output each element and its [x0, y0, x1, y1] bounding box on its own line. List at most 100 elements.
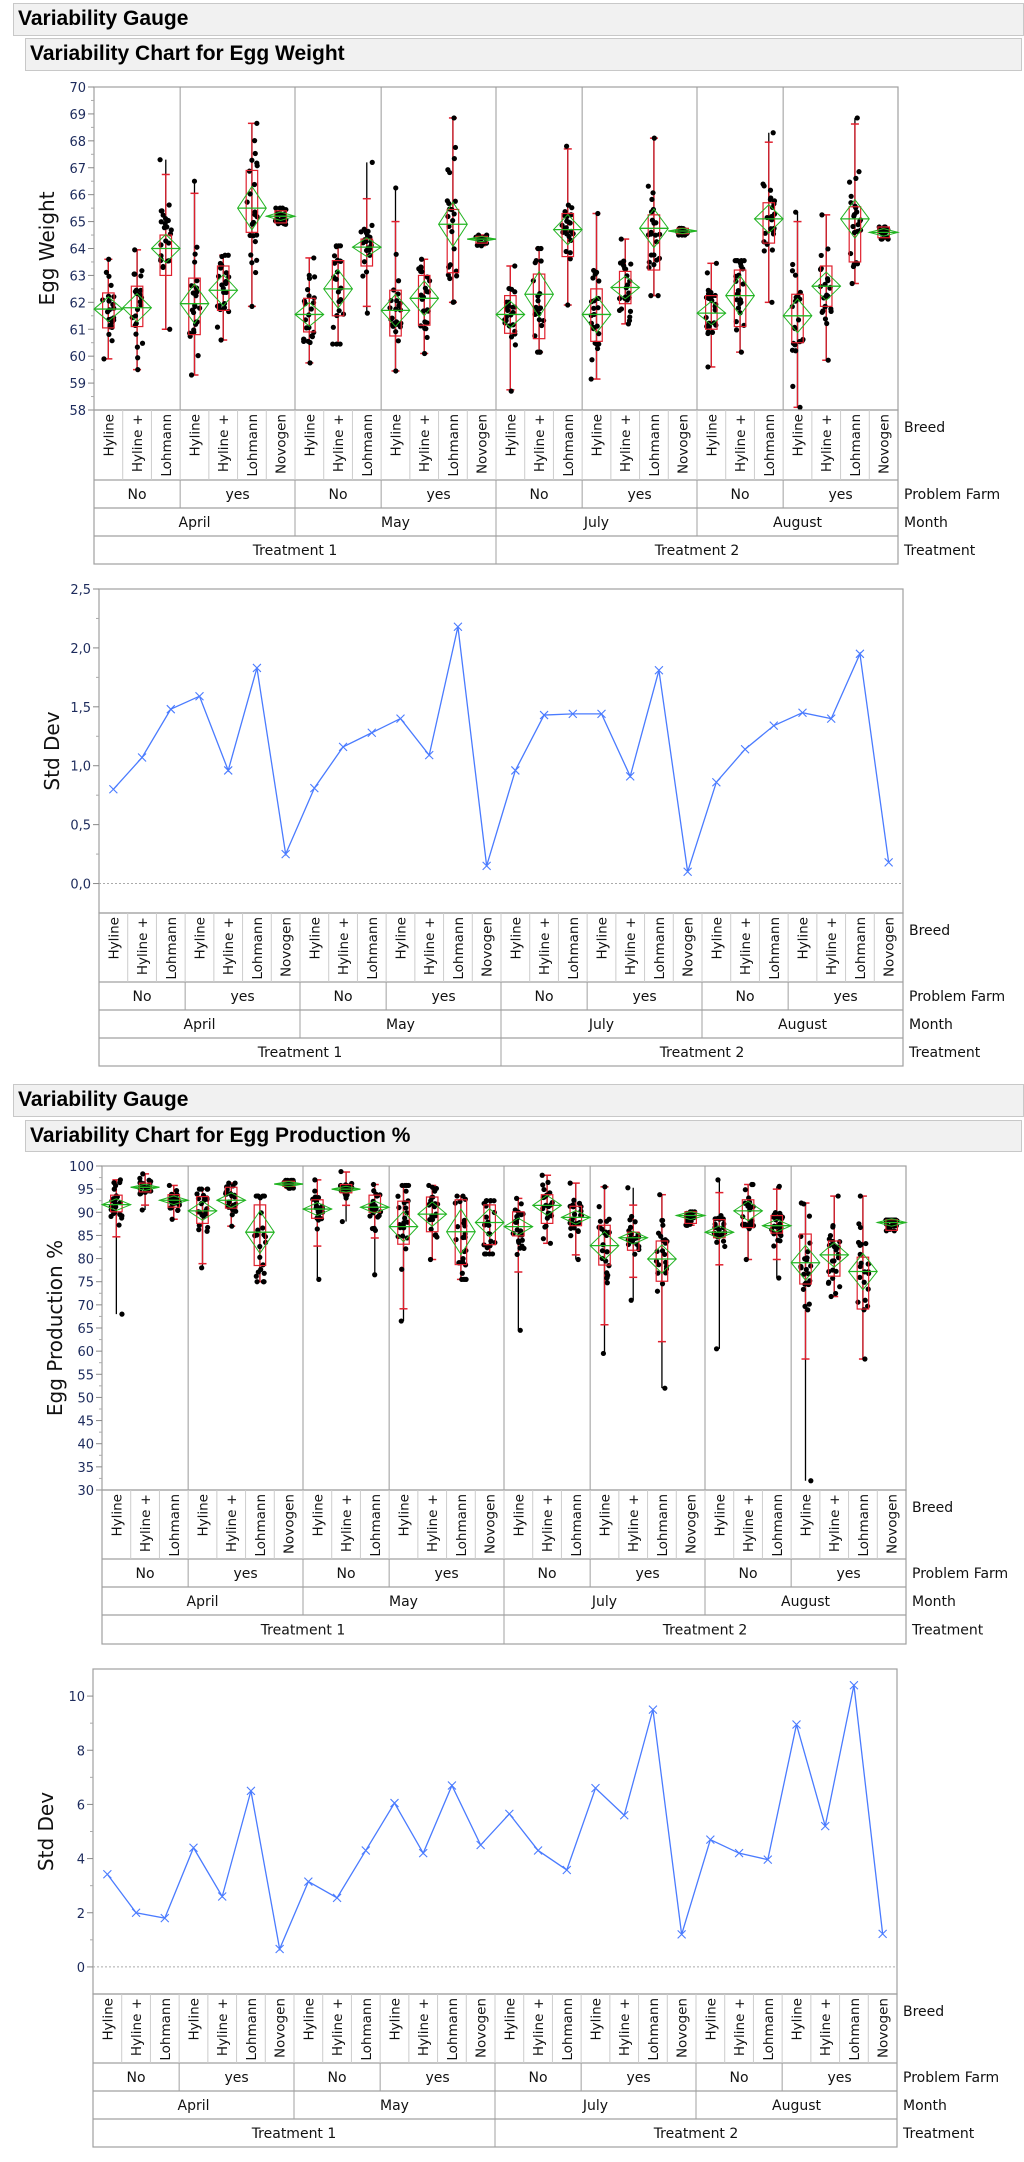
- factor-name-label: Breed: [909, 923, 950, 939]
- data-point: [363, 269, 370, 275]
- std-dev-marker: [160, 1913, 170, 1923]
- section-header-egg-production[interactable]: Variability Gauge: [13, 1084, 1024, 1117]
- data-point: [422, 325, 428, 332]
- data-point: [628, 1297, 634, 1303]
- data-point: [254, 1279, 260, 1285]
- std-dev-marker: [849, 1680, 859, 1690]
- std-dev-marker: [309, 783, 319, 793]
- data-point: [158, 242, 164, 248]
- data-point: [743, 1256, 749, 1263]
- data-point: [252, 138, 258, 144]
- data-point: [252, 211, 258, 218]
- data-point: [576, 1200, 583, 1206]
- std-dev-marker: [166, 704, 176, 714]
- data-point: [273, 205, 279, 211]
- factor-name-label: Month: [909, 1017, 953, 1033]
- data-point: [594, 345, 601, 352]
- breed-label: Lohmann: [847, 1998, 863, 2061]
- data-point: [138, 273, 144, 279]
- data-point: [162, 220, 168, 227]
- data-point: [855, 1299, 861, 1305]
- breed-label: Lohmann: [848, 414, 864, 477]
- breed-label: Hyline: [301, 1998, 317, 2041]
- y-tick-label: 55: [77, 1368, 94, 1383]
- data-point: [776, 1183, 782, 1189]
- y-axis-title: Std Dev: [40, 711, 64, 790]
- data-point: [257, 1254, 263, 1260]
- data-point: [824, 276, 831, 282]
- problem-farm-label: yes: [425, 2070, 449, 2086]
- chart-title-egg-production[interactable]: Variability Chart for Egg Production %: [25, 1120, 1022, 1152]
- std-dev-marker: [705, 1835, 715, 1845]
- data-point: [835, 1193, 841, 1199]
- data-point: [744, 1222, 750, 1228]
- data-point: [792, 272, 799, 278]
- breed-label: Hyline +: [827, 1494, 843, 1552]
- data-point: [537, 305, 544, 311]
- data-point: [214, 324, 221, 330]
- box: [167, 1194, 181, 1208]
- data-point: [250, 233, 256, 239]
- data-point: [604, 1218, 610, 1224]
- y-tick-label: 1,0: [70, 760, 91, 775]
- breed-label: Lohmann: [360, 414, 376, 477]
- box: [512, 1211, 525, 1237]
- y-tick-label: 30: [77, 1484, 94, 1499]
- y-tick-label: 60: [77, 1345, 94, 1360]
- breed-label: Lohmann: [158, 1998, 174, 2061]
- data-point: [505, 299, 512, 305]
- data-point: [659, 1217, 665, 1224]
- std-dev-marker: [504, 1809, 514, 1819]
- y-tick-label: 0,0: [70, 878, 91, 893]
- problem-farm-label: yes: [632, 989, 656, 1005]
- data-point: [450, 217, 456, 224]
- breed-label: Hyline: [508, 917, 524, 960]
- data-point: [848, 193, 854, 199]
- breed-label: Novogen: [273, 1998, 289, 2058]
- data-point: [621, 263, 627, 269]
- std-dev-marker: [878, 1929, 888, 1939]
- data-point: [604, 1249, 610, 1255]
- factor-name-label: Breed: [912, 1500, 953, 1516]
- data-point: [306, 272, 312, 278]
- data-point: [663, 1270, 669, 1276]
- breed-label: Lohmann: [767, 917, 783, 980]
- data-point: [483, 1214, 489, 1220]
- data-point: [217, 306, 223, 313]
- std-dev-marker: [654, 665, 664, 675]
- data-point: [662, 1385, 668, 1391]
- y-tick-label: 64: [69, 243, 86, 258]
- y-tick-label: 50: [77, 1391, 94, 1406]
- breed-label: Hyline +: [623, 917, 639, 975]
- data-point: [790, 261, 796, 268]
- month-label: April: [187, 1594, 219, 1610]
- data-point: [218, 337, 224, 343]
- chart-title-egg-weight[interactable]: Variability Chart for Egg Weight: [25, 38, 1022, 71]
- data-point: [369, 159, 375, 165]
- std-dev-marker: [189, 1843, 198, 1853]
- data-point: [397, 1225, 403, 1231]
- box: [389, 289, 402, 337]
- data-point: [358, 229, 364, 235]
- data-point: [330, 341, 336, 347]
- std-dev-marker: [131, 1908, 141, 1918]
- breed-label: Novogen: [877, 414, 893, 474]
- data-point: [451, 115, 457, 121]
- std-dev-marker: [476, 1840, 486, 1850]
- data-point: [658, 1233, 664, 1239]
- breed-label: Hyline: [302, 414, 318, 457]
- data-point: [119, 1311, 125, 1317]
- std-dev-marker: [855, 649, 865, 659]
- breed-label: Hyline +: [339, 1494, 355, 1552]
- std-dev-marker: [562, 1865, 572, 1875]
- y-tick-label: 2,0: [70, 642, 91, 657]
- data-point: [313, 1205, 319, 1211]
- data-point: [166, 1182, 172, 1189]
- box: [770, 1214, 784, 1234]
- breed-label: Hyline: [101, 414, 117, 457]
- data-point: [335, 289, 341, 295]
- data-point: [249, 157, 255, 163]
- section-header-egg-weight[interactable]: Variability Gauge: [13, 3, 1024, 36]
- data-point: [343, 1192, 349, 1199]
- breed-label: Hyline: [196, 1494, 212, 1537]
